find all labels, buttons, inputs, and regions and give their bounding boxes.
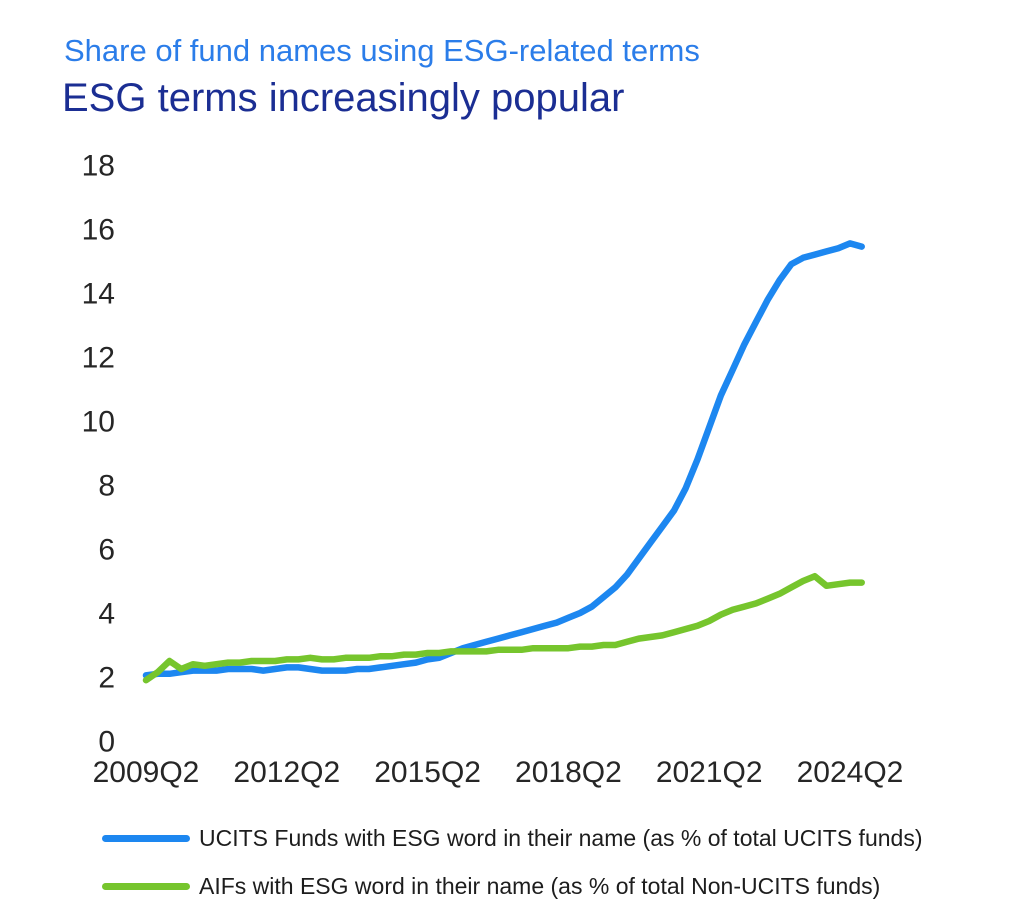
chart-subtitle: Share of fund names using ESG-related te…: [64, 33, 700, 68]
y-tick-label: 2: [98, 662, 115, 695]
y-tick-label: 8: [98, 470, 115, 503]
y-tick-label: 16: [82, 214, 115, 247]
chart-title: ESG terms increasingly popular: [62, 76, 625, 120]
x-tick-label: 2012Q2: [233, 756, 340, 789]
y-tick-label: 4: [98, 598, 115, 631]
x-tick-label: 2015Q2: [374, 756, 481, 789]
x-tick-label: 2021Q2: [656, 756, 763, 789]
x-tick-label: 2009Q2: [93, 756, 200, 789]
y-tick-label: 14: [82, 278, 115, 311]
y-tick-label: 18: [82, 150, 115, 183]
y-tick-label: 12: [82, 342, 115, 375]
aifs-series-line: [142, 572, 865, 684]
y-tick-label: 0: [98, 726, 115, 759]
y-tick-label: 10: [82, 406, 115, 439]
ucits-series-line: [142, 240, 865, 679]
y-tick-label: 6: [98, 534, 115, 567]
x-tick-label: 2024Q2: [797, 756, 904, 789]
x-tick-label: 2018Q2: [515, 756, 622, 789]
